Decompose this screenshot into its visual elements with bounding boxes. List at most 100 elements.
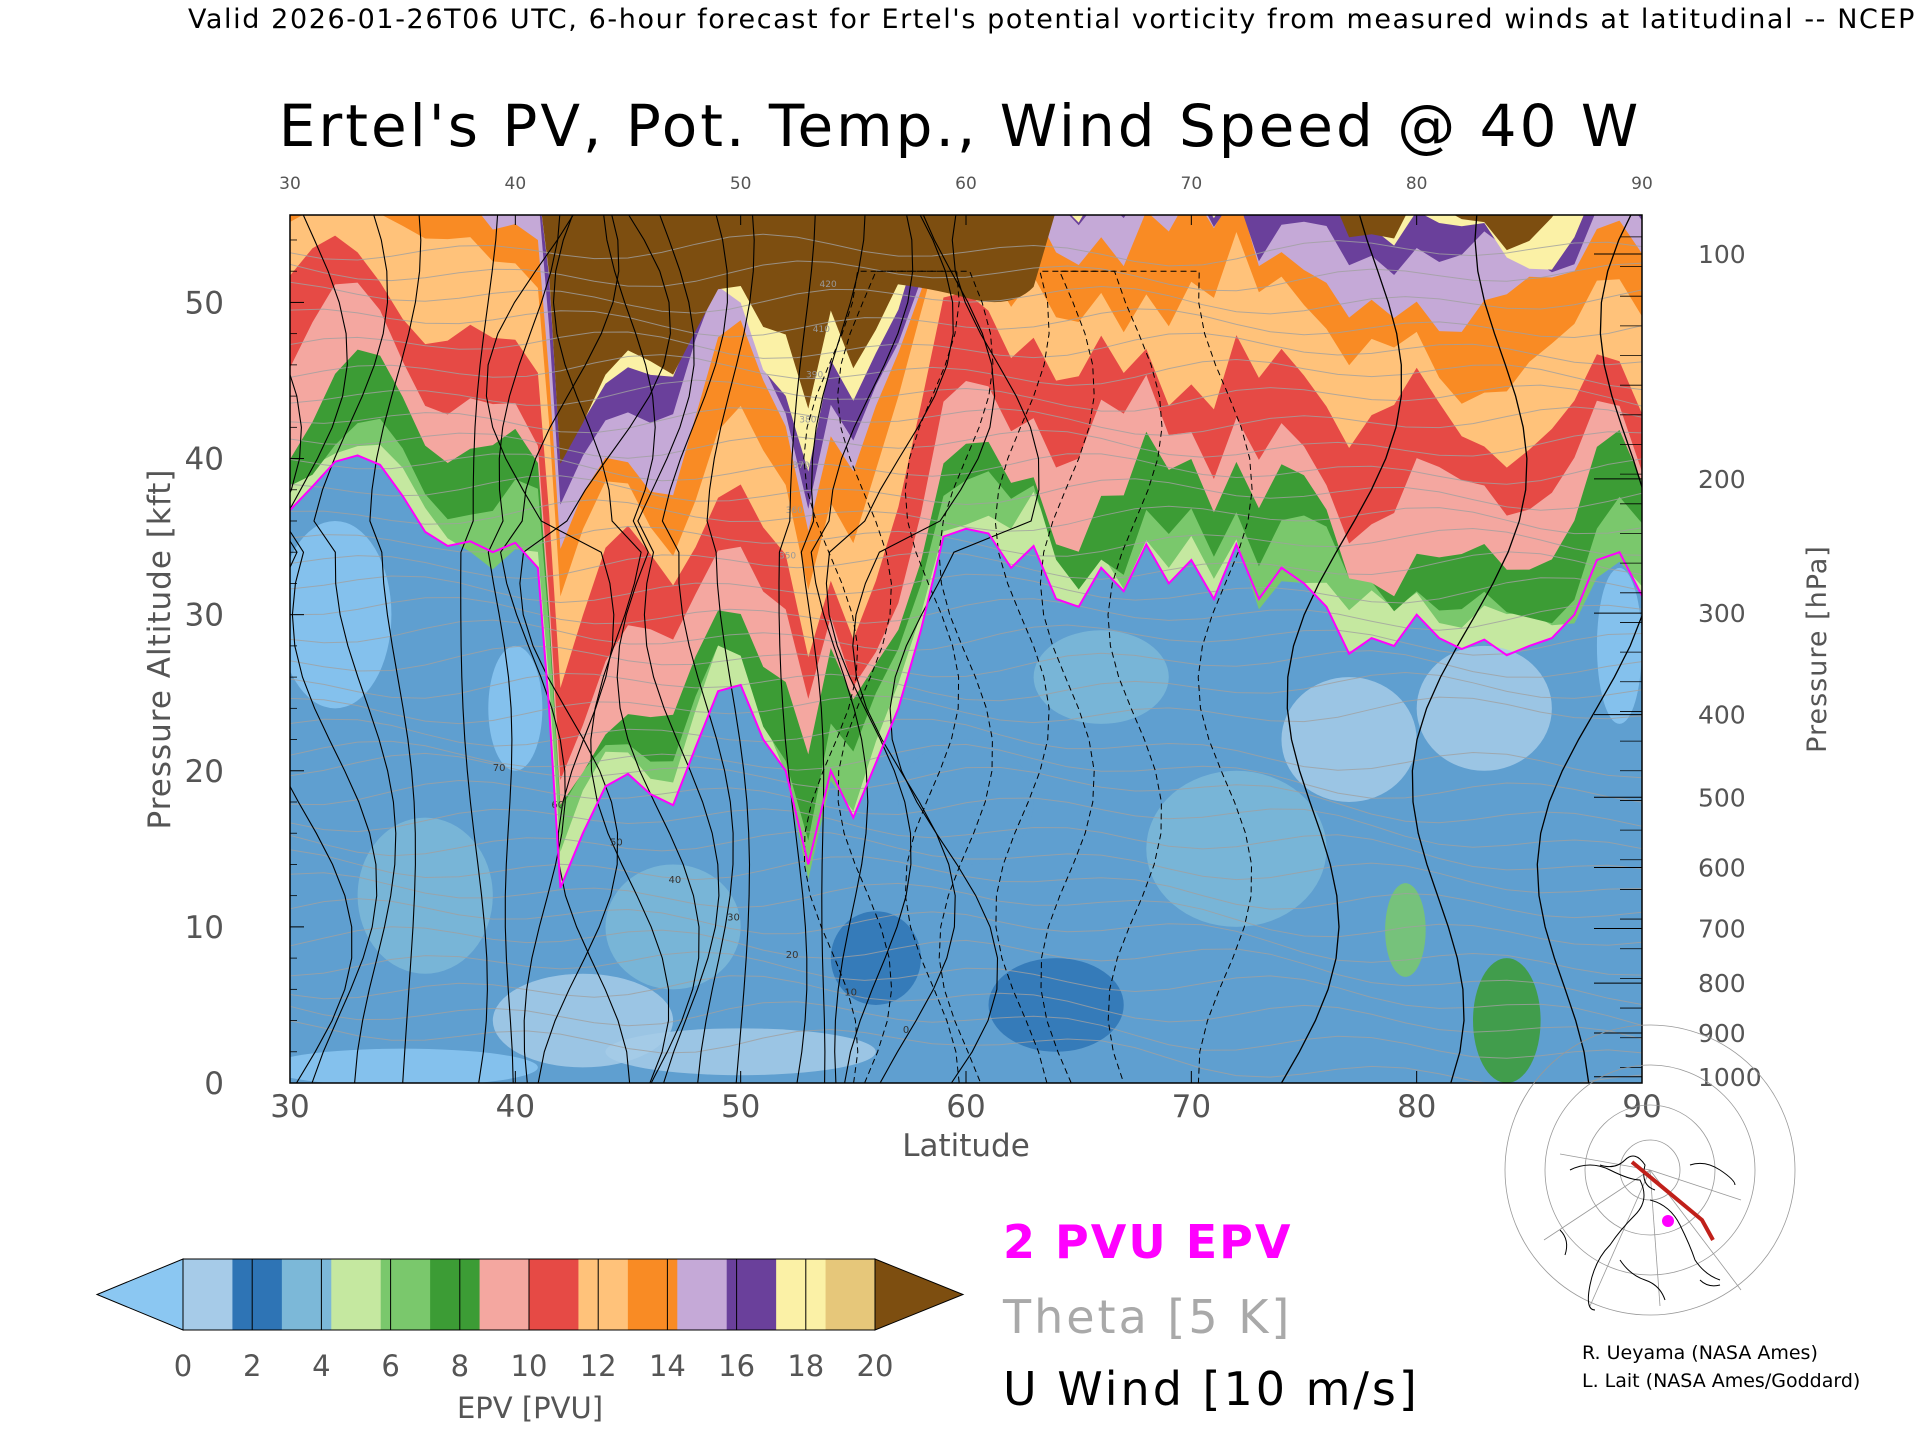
colorbar-segment-10: [677, 1259, 728, 1330]
theta-contour-17: [290, 619, 1642, 656]
colorbar-segment-11: [726, 1259, 777, 1330]
top-tick-label-4: 70: [1181, 174, 1203, 194]
theta-contour-15: [290, 671, 1642, 702]
p-tick-label-9: 1000: [1698, 1063, 1762, 1092]
u-wind-contour-1-2: [290, 215, 620, 1083]
theta-contour-26: [290, 406, 1642, 436]
trop-patch-0: [290, 521, 392, 709]
x-tick-label-5: 80: [1397, 1089, 1436, 1125]
trop-patch-16: [1385, 883, 1426, 977]
p-tick-label-2: 300: [1698, 599, 1746, 628]
top-tick-label-2: 50: [730, 174, 752, 194]
theta-contour-9: [290, 808, 1642, 871]
p-tick-label-5: 600: [1698, 854, 1746, 883]
u-wind-label-5: 20: [786, 950, 799, 961]
u-wind-label-7: 0: [903, 1025, 909, 1036]
theta-label-4: 370: [792, 461, 809, 471]
colorbar-segment-0: [183, 1259, 233, 1330]
p-tick-label-3: 400: [1698, 701, 1746, 730]
theta-contour-18: [290, 596, 1642, 631]
x-tick-label-3: 60: [946, 1089, 985, 1125]
x-tick-label-6: 90: [1622, 1089, 1661, 1125]
colorbar-segment-9: [627, 1259, 678, 1330]
trop-patch-5: [988, 958, 1124, 1052]
theta-contour-13: [290, 718, 1642, 779]
trop-patch-8: [1416, 645, 1552, 771]
trop-patch-1: [488, 645, 543, 771]
colorbar-segment-7: [529, 1259, 579, 1330]
theta-contour-14: [290, 694, 1642, 725]
theta-contour-6: [290, 872, 1642, 946]
colorbar-tick-label-9: 18: [787, 1349, 824, 1383]
theta-contour-12: [290, 740, 1642, 803]
u-wind-label-2: 50: [610, 838, 623, 849]
u-wind-contour-0-3: [603, 215, 954, 1083]
u-wind-label-3: 40: [669, 875, 682, 886]
colorbar-tick-label-10: 20: [857, 1349, 894, 1383]
x-axis-label: Latitude: [902, 1128, 1030, 1164]
theta-label-6: 350: [779, 551, 796, 561]
colorbar-segment-12: [776, 1259, 827, 1330]
theta-contour-4: [290, 926, 1642, 1005]
theta-label-5: 360: [786, 506, 803, 516]
top-tick-label-3: 60: [955, 174, 977, 194]
theta-contour-33: [290, 233, 1642, 267]
theta-contour-20: [290, 551, 1642, 580]
theta-contour-30: [290, 308, 1642, 339]
trop-patch-12: [1033, 630, 1169, 724]
colorbar-tick-label-4: 8: [451, 1349, 469, 1383]
epv-band-cap: [731, 215, 1055, 303]
u-wind-contour-0-5: [485, 215, 1040, 1083]
p-tick-label-6: 700: [1698, 914, 1746, 943]
colorbar-segment-2: [281, 1259, 332, 1330]
trop-patch-4: [830, 911, 921, 1005]
cross-section-path: [1630, 1160, 1715, 1241]
top-tick-label-6: 90: [1631, 174, 1653, 194]
top-tick-label-5: 80: [1406, 174, 1428, 194]
theta-contour-23: [290, 475, 1642, 511]
colorbar-tick-label-6: 12: [580, 1349, 617, 1383]
u-wind-contour-1-0: [369, 215, 499, 1083]
y-tick-label-0: 0: [204, 1066, 224, 1102]
trop-patch-7: [1281, 677, 1417, 802]
u-wind-dashed-1: [803, 270, 994, 1083]
theta-contour-5: [290, 898, 1642, 976]
trop-patch-2: [357, 817, 493, 974]
u-wind-contour-0-4: [552, 215, 996, 1083]
theta-contour-0: [290, 1020, 1642, 1083]
theta-contour-3: [290, 951, 1642, 1026]
theta-contour-8: [290, 830, 1642, 894]
p-tick-label-7: 800: [1698, 969, 1746, 998]
colorbar-under-arrow: [95, 1258, 184, 1331]
p-tick-label-8: 900: [1698, 1019, 1746, 1048]
colorbar-tick-label-8: 16: [718, 1349, 755, 1383]
header-valid-line: Valid 2026-01-26T06 UTC, 6-hour forecast…: [187, 4, 1916, 35]
colorbar-segment-5: [430, 1259, 481, 1330]
u-wind-dashed-2: [994, 270, 1163, 1083]
colorbar-segment-8: [578, 1259, 629, 1330]
theta-contour-22: [290, 499, 1642, 535]
theta-contour-7: [290, 849, 1642, 919]
legend-pvu: 2 PVU EPV: [1003, 1215, 1293, 1269]
x-tick-label-4: 70: [1172, 1089, 1211, 1125]
colorbar-tick-label-5: 10: [511, 1349, 548, 1383]
inset-map: [1504, 1024, 1796, 1316]
chart-title: Ertel's PV, Pot. Temp., Wind Speed @ 40 …: [278, 92, 1642, 160]
colorbar-segment-4: [380, 1259, 431, 1330]
y-tick-label-1: 10: [185, 910, 224, 946]
theta-contour-1: [290, 1001, 1642, 1059]
u-wind-polar-2: [1536, 215, 1642, 1083]
credit-line-1: R. Ueyama (NASA Ames): [1582, 1342, 1818, 1364]
colorbar-tick-label-1: 2: [243, 1349, 261, 1383]
p-tick-label-4: 500: [1698, 783, 1746, 812]
credit-line-2: L. Lait (NASA Ames/Goddard): [1582, 1370, 1861, 1392]
x-tick-label-1: 40: [496, 1089, 535, 1125]
theta-contour-19: [290, 573, 1642, 604]
trop-patch-3: [605, 864, 741, 990]
theta-contour-21: [290, 525, 1642, 557]
plot-area: 420 410 390 380 370 360 350 70 60 50 40 30 20 10 0: [290, 215, 1642, 1083]
y-tick-label-2: 20: [185, 754, 224, 790]
theta-contour-24: [290, 453, 1642, 485]
theta-label-3: 380: [799, 416, 816, 426]
theta-label-0: 420: [820, 280, 837, 290]
